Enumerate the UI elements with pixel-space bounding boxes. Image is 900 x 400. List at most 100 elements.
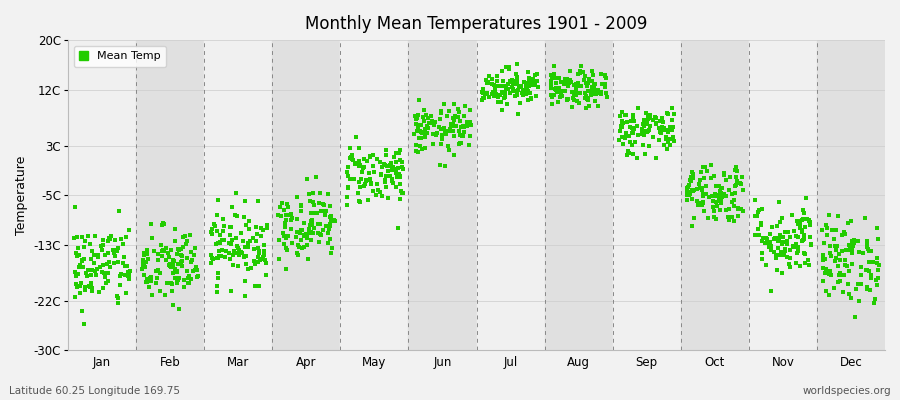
Point	[791, 218, 806, 224]
Point	[409, 116, 423, 122]
Point	[730, 178, 744, 184]
Point	[379, 152, 393, 158]
Point	[585, 84, 599, 90]
Point	[410, 114, 424, 121]
Point	[275, 230, 290, 236]
Point	[841, 220, 855, 226]
Point	[661, 139, 675, 145]
Point	[139, 259, 153, 265]
Point	[292, 230, 307, 236]
Point	[476, 86, 491, 92]
Point	[775, 214, 789, 221]
Point	[324, 216, 338, 223]
Point	[734, 174, 749, 180]
Point	[508, 88, 522, 94]
Point	[498, 94, 512, 100]
Point	[436, 136, 450, 143]
Point	[793, 262, 807, 269]
Point	[803, 234, 817, 240]
Point	[828, 242, 842, 249]
Point	[818, 270, 832, 277]
Point	[832, 250, 846, 257]
Point	[795, 229, 809, 235]
Point	[122, 276, 136, 282]
Point	[171, 246, 185, 252]
Point	[590, 91, 604, 98]
Point	[598, 83, 612, 89]
Point	[489, 83, 503, 89]
Point	[832, 278, 847, 284]
Point	[254, 224, 268, 231]
Point	[94, 243, 108, 250]
Point	[598, 72, 612, 79]
Point	[87, 260, 102, 266]
Point	[441, 143, 455, 149]
Point	[302, 256, 316, 262]
Point	[300, 235, 314, 241]
Point	[549, 84, 563, 91]
Point	[353, 184, 367, 190]
Point	[725, 214, 740, 220]
Point	[586, 72, 600, 78]
Point	[770, 255, 784, 261]
Point	[159, 280, 174, 286]
Point	[85, 267, 99, 273]
Point	[526, 82, 540, 88]
Point	[68, 269, 82, 276]
Point	[482, 94, 496, 100]
Point	[816, 257, 831, 263]
Point	[211, 255, 225, 262]
Point	[351, 190, 365, 196]
Point	[577, 76, 591, 83]
Point	[792, 221, 806, 227]
Point	[588, 98, 602, 104]
Point	[118, 271, 132, 278]
Point	[175, 252, 189, 258]
Point	[580, 79, 595, 86]
Point	[293, 202, 308, 208]
Point	[356, 168, 370, 175]
Point	[389, 159, 403, 165]
Point	[453, 132, 467, 138]
Point	[819, 268, 833, 274]
Point	[634, 125, 649, 132]
Point	[822, 292, 836, 298]
Point	[787, 228, 801, 234]
Point	[500, 101, 514, 108]
Point	[319, 223, 333, 230]
Point	[585, 78, 599, 84]
Point	[614, 123, 628, 130]
Point	[374, 170, 388, 177]
Point	[212, 248, 227, 254]
Point	[108, 252, 122, 259]
Point	[580, 83, 594, 89]
Point	[717, 169, 732, 176]
Point	[230, 244, 245, 251]
Point	[141, 256, 156, 262]
Point	[225, 204, 239, 210]
Point	[341, 185, 356, 192]
Point	[420, 130, 435, 136]
Point	[207, 221, 221, 228]
Point	[770, 238, 785, 245]
Point	[229, 250, 243, 256]
Point	[652, 137, 666, 143]
Legend: Mean Temp: Mean Temp	[74, 46, 166, 67]
Point	[85, 284, 99, 291]
Point	[643, 123, 657, 130]
Point	[103, 264, 117, 271]
Point	[827, 236, 842, 242]
Point	[163, 263, 177, 269]
Point	[769, 253, 783, 260]
Point	[235, 250, 249, 256]
Point	[475, 96, 490, 103]
Point	[414, 122, 428, 128]
Point	[111, 258, 125, 265]
Point	[714, 195, 728, 202]
Point	[137, 272, 151, 278]
Point	[306, 230, 320, 236]
Point	[161, 250, 176, 256]
Point	[835, 231, 850, 238]
Point	[783, 247, 797, 254]
Point	[184, 275, 198, 282]
